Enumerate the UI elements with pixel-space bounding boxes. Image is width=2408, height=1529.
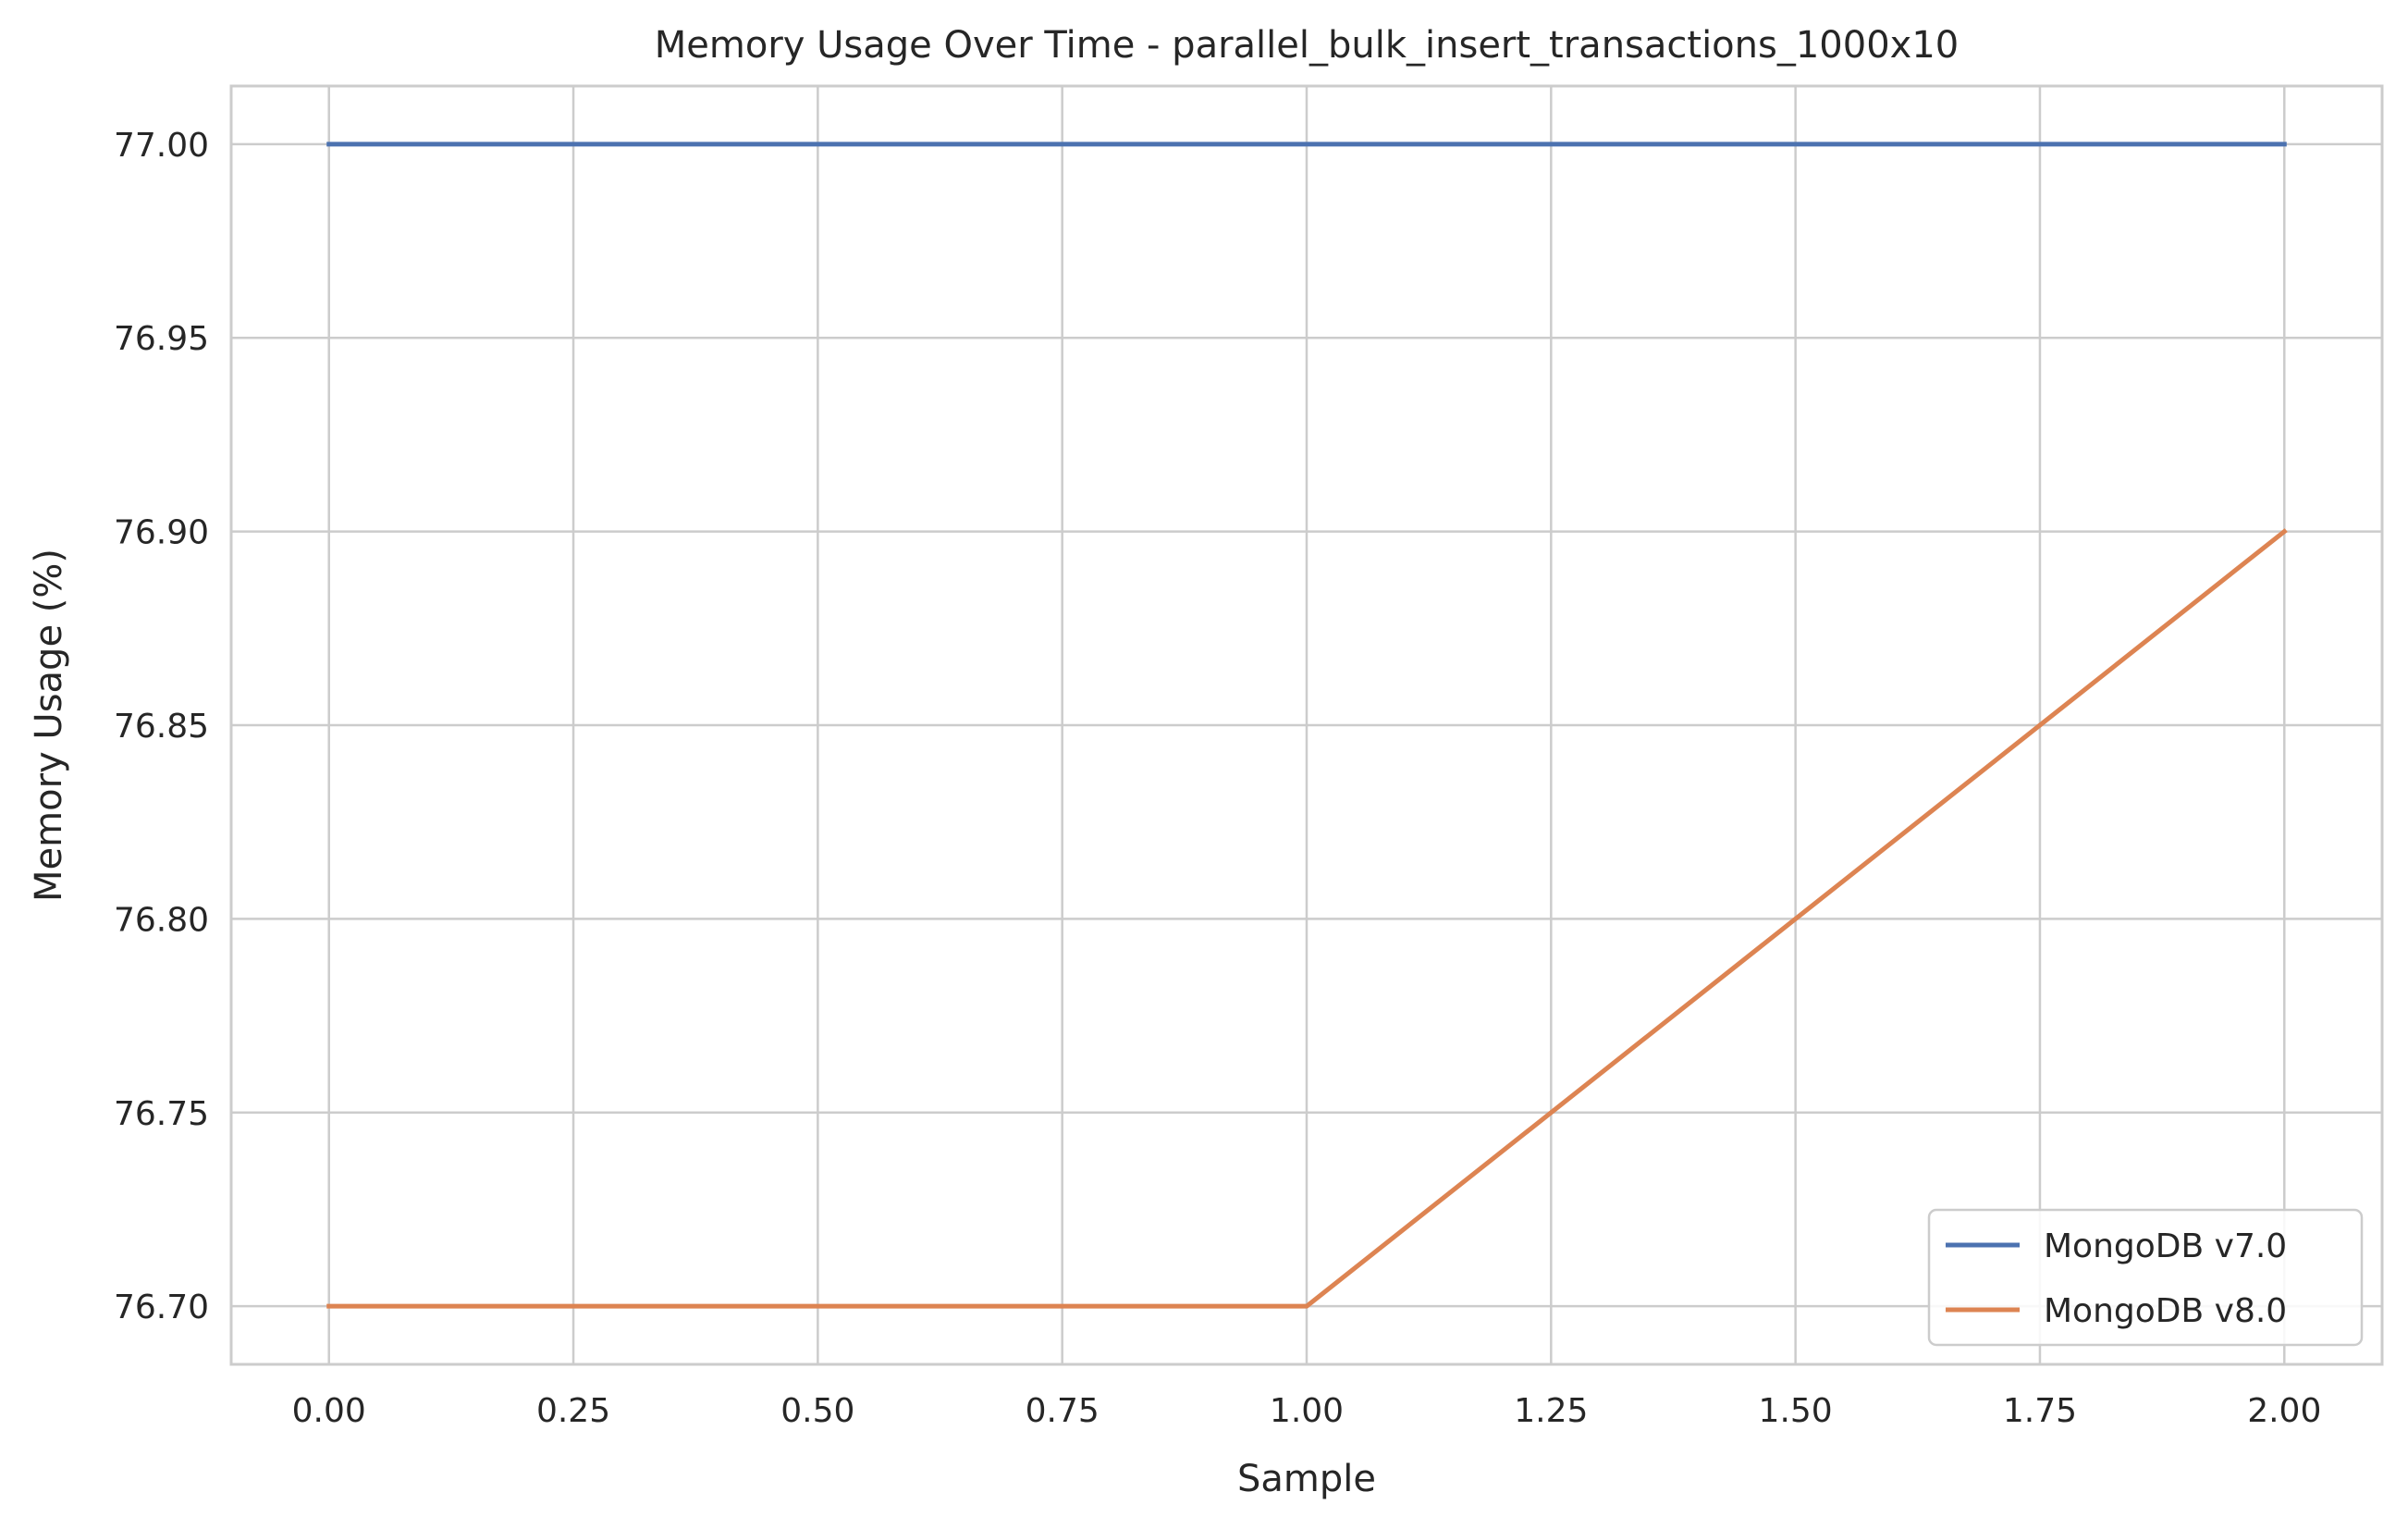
series-layer [326, 142, 2288, 1309]
y-tick-label: 76.90 [114, 514, 209, 552]
x-tick-label: 1.00 [1270, 1392, 1344, 1430]
y-tick-label: 76.75 [114, 1095, 209, 1133]
legend-label: MongoDB v8.0 [2044, 1292, 2287, 1330]
x-tick-label: 0.50 [780, 1392, 854, 1430]
y-axis-label: Memory Usage (%) [28, 549, 70, 902]
x-axis-label: Sample [1237, 1458, 1376, 1500]
x-tick-label: 1.25 [1514, 1392, 1588, 1430]
series-line-mongodb-v8 [326, 528, 2288, 1309]
legend: MongoDB v7.0 MongoDB v8.0 [1927, 1208, 2364, 1347]
y-tick-label: 76.85 [114, 708, 209, 746]
x-tick-labels: 0.00 0.25 0.50 0.75 1.00 1.25 1.50 1.75 2.00 [292, 1392, 2322, 1430]
x-tick-label: 0.25 [536, 1392, 610, 1430]
y-tick-label: 76.70 [114, 1289, 209, 1326]
x-tick-label: 1.50 [1759, 1392, 1833, 1430]
x-tick-label: 0.75 [1026, 1392, 1100, 1430]
y-tick-label: 76.95 [114, 320, 209, 358]
y-tick-labels: 76.70 76.75 76.80 76.85 76.90 76.95 77.00 [114, 127, 209, 1326]
x-tick-label: 2.00 [2247, 1392, 2321, 1430]
x-tick-label: 1.75 [2003, 1392, 2077, 1430]
chart-title: Memory Usage Over Time - parallel_bulk_i… [655, 24, 1959, 67]
plot-frame [229, 84, 2384, 1366]
y-tick-label: 76.80 [114, 901, 209, 939]
x-tick-label: 0.00 [292, 1392, 366, 1430]
y-tick-label: 77.00 [114, 127, 209, 165]
legend-box [1927, 1208, 2364, 1347]
legend-label: MongoDB v7.0 [2044, 1227, 2287, 1265]
